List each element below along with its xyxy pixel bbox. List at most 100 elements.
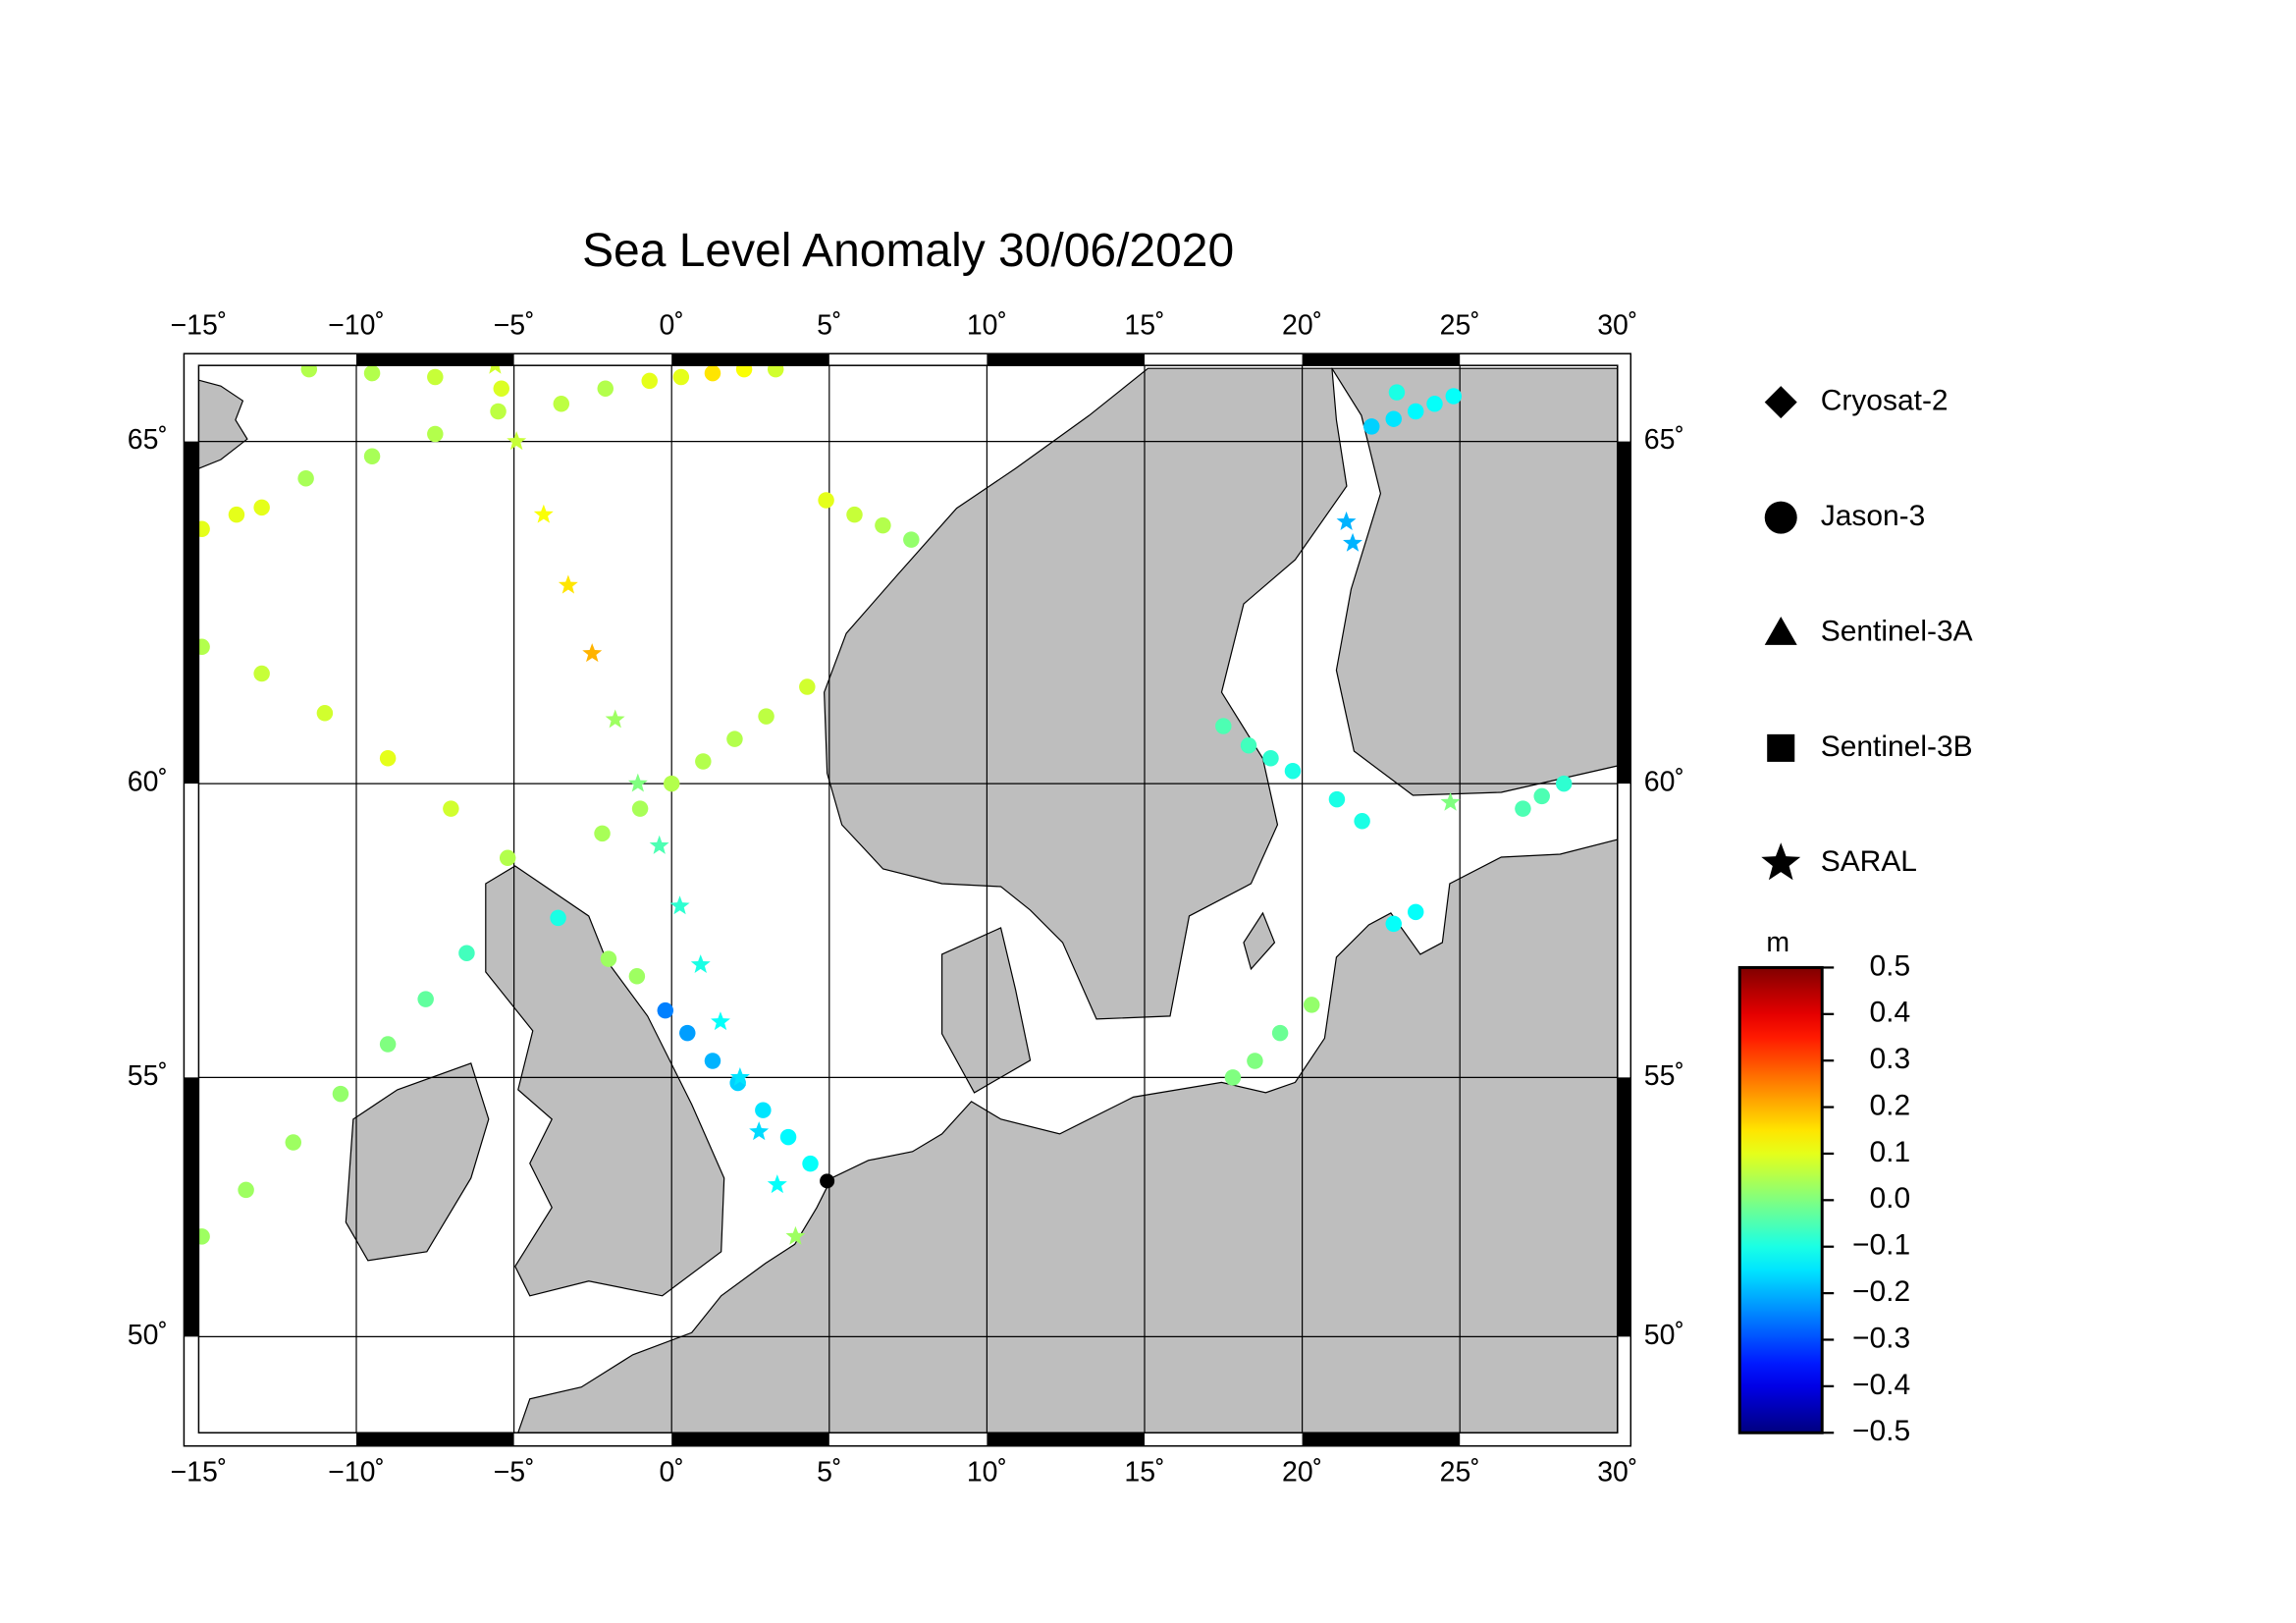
tick-labels: −15˚ −15˚ −10˚ −10˚ −5˚ −5˚ 0˚ 0˚ 5˚ 5˚ 10˚ 10˚ 15˚ 1…	[128, 310, 1684, 1488]
y-tick-label: 50˚	[1644, 1320, 1684, 1351]
marker-circle	[755, 1102, 772, 1118]
frame-bar	[987, 1433, 1146, 1446]
x-tick-label: 20˚	[1282, 1457, 1322, 1488]
marker-circle	[316, 705, 334, 722]
marker-circle	[875, 516, 891, 534]
marker-circle	[846, 506, 863, 523]
marker-circle	[802, 1155, 819, 1172]
marker-circle	[1385, 915, 1402, 933]
colorbar-tick-label: 0.1	[1869, 1136, 1910, 1168]
marker-circle	[285, 1134, 302, 1151]
marker-star	[507, 431, 527, 451]
marker-circle	[657, 1001, 674, 1019]
y-tick-label: 55˚	[128, 1060, 168, 1092]
marker-circle	[1388, 384, 1406, 401]
x-tick-label: 30˚	[1597, 1457, 1637, 1488]
marker-circle	[198, 1228, 210, 1245]
legend-label: Sentinel-3B	[1821, 730, 1973, 763]
map-area	[198, 365, 1618, 1434]
marker-circle	[1247, 1053, 1263, 1069]
x-tick-label: 10˚	[967, 1457, 1007, 1488]
scandinavia	[824, 367, 1348, 1020]
marker-circle	[1271, 1024, 1289, 1042]
marker-star	[767, 1174, 787, 1194]
marker-circle	[1363, 418, 1380, 435]
x-tick-label: 15˚	[1124, 1457, 1164, 1488]
marker-circle	[458, 945, 475, 961]
marker-star	[533, 504, 554, 523]
marker-circle	[490, 403, 507, 420]
colorbar-tick-label: 0.0	[1869, 1182, 1910, 1215]
marker-star	[729, 1066, 750, 1086]
marker-circle	[379, 1036, 397, 1053]
y-tick-label: 55˚	[1644, 1060, 1684, 1092]
title: Sea Level Anomaly 30/06/2020	[582, 225, 1234, 277]
denmark	[940, 927, 1032, 1094]
frame-bar	[1302, 353, 1461, 366]
x-tick-label: −5˚	[494, 1457, 535, 1488]
marker-circle	[1555, 775, 1573, 792]
marker-circle	[594, 825, 611, 842]
marker-star	[649, 835, 669, 854]
marker-circle	[427, 425, 444, 443]
x-tick-label: −15˚	[171, 310, 228, 342]
marker-circle	[1533, 787, 1550, 805]
x-tick-label: −15˚	[171, 1457, 228, 1488]
marker-star	[1343, 532, 1362, 552]
marker-circle	[779, 1128, 797, 1146]
legend-label: Sentinel-3A	[1821, 615, 1973, 647]
legend: Cryosat-2 Jason-3 Sentinel-3A Sentinel-3B SA…	[1761, 385, 1973, 881]
marker-circle	[198, 638, 210, 656]
marker-circle	[704, 1053, 721, 1069]
marker-circle	[417, 991, 434, 1007]
colorbar-tick-label: 0.3	[1869, 1043, 1910, 1075]
legend-label: SARAL	[1821, 845, 1917, 878]
marker-circle	[663, 775, 680, 792]
frame-bar	[1302, 1433, 1461, 1446]
x-tick-label: 30˚	[1597, 310, 1637, 342]
marker-circle	[550, 909, 566, 927]
marker-circle	[1764, 501, 1797, 534]
ireland	[345, 1062, 490, 1262]
y-tick-label: 60˚	[128, 767, 168, 798]
marker-star	[749, 1121, 770, 1141]
colorbar-tick-label: −0.4	[1852, 1369, 1910, 1401]
marker-circle	[1284, 762, 1302, 780]
finland	[1330, 367, 1618, 796]
marker-circle	[1354, 813, 1370, 830]
marker-circle	[379, 750, 397, 767]
marker-circle	[1215, 718, 1232, 734]
frame-bar	[184, 441, 199, 784]
marker-circle	[1240, 736, 1257, 754]
land	[198, 367, 1618, 1434]
x-tick-label: 25˚	[1440, 310, 1480, 342]
colorbar-tick-label: 0.4	[1869, 997, 1910, 1029]
marker-circle	[735, 365, 753, 378]
frame-bar	[1617, 1077, 1631, 1337]
marker-circle	[363, 448, 381, 464]
marker-star	[711, 1011, 730, 1031]
marker-circle	[553, 396, 570, 412]
frame-bar	[356, 1433, 514, 1446]
y-tick-label: 50˚	[128, 1320, 168, 1351]
frame-bar	[356, 353, 514, 366]
marker-circle	[1445, 388, 1463, 405]
marker-circle	[818, 492, 834, 509]
marker-circle	[758, 708, 774, 725]
marker-star	[1761, 842, 1801, 881]
marker-star	[1336, 511, 1357, 530]
marker-circle	[228, 506, 245, 523]
x-tick-label: −5˚	[494, 310, 535, 342]
colorbar-tick-label: 0.5	[1869, 949, 1910, 982]
marker-star	[690, 954, 711, 973]
marker-circle	[1426, 396, 1443, 412]
marker-circle	[679, 1024, 696, 1042]
marker-circle	[1385, 410, 1402, 427]
marker-circle	[499, 849, 516, 867]
marker-circle	[641, 372, 658, 390]
frame-bar	[987, 353, 1146, 366]
marker-diamond	[1764, 386, 1797, 419]
marker-circle	[493, 380, 510, 397]
